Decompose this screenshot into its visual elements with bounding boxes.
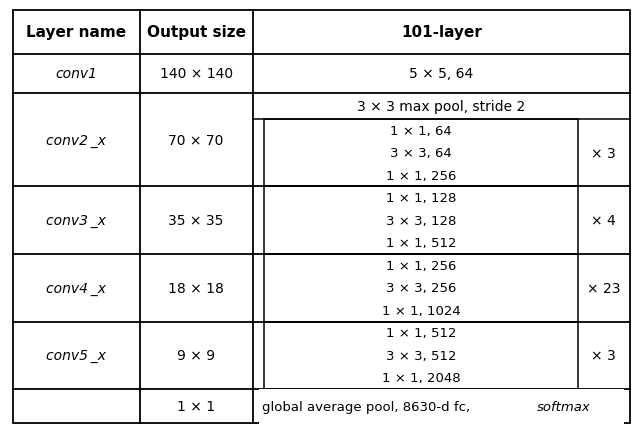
Text: 1 × 1, 512: 1 × 1, 512	[386, 237, 456, 250]
Text: 1 × 1, 256: 1 × 1, 256	[386, 169, 456, 182]
Text: 3 × 3 max pool, stride 2: 3 × 3 max pool, stride 2	[358, 100, 525, 114]
Text: 70 × 70: 70 × 70	[168, 133, 224, 148]
Bar	[264, 322, 578, 389]
Text: softmax: softmax	[536, 400, 590, 413]
Bar	[259, 389, 624, 424]
Text: 9 × 9: 9 × 9	[177, 349, 215, 362]
Text: 3 × 3, 64: 3 × 3, 64	[390, 147, 452, 160]
Text: 1 × 1: 1 × 1	[177, 399, 215, 413]
Text: 1 × 1, 128: 1 × 1, 128	[386, 192, 456, 205]
Text: 1 × 1, 64: 1 × 1, 64	[390, 125, 452, 138]
Text: 140 × 140: 140 × 140	[159, 67, 233, 81]
Text: Layer name: Layer name	[26, 25, 126, 40]
Text: 1 × 1, 1024: 1 × 1, 1024	[381, 304, 461, 317]
Text: conv1: conv1	[55, 67, 97, 81]
Text: 1 × 1, 2048: 1 × 1, 2048	[382, 372, 460, 385]
Text: 3 × 3, 128: 3 × 3, 128	[386, 214, 456, 227]
Bar	[264, 187, 578, 254]
Text: 35 × 35: 35 × 35	[168, 214, 224, 228]
Text: global average pool, 8630-d fc,: global average pool, 8630-d fc,	[262, 400, 475, 413]
Bar	[264, 254, 578, 322]
Text: 18 × 18: 18 × 18	[168, 281, 224, 295]
Text: 1 × 1, 512: 1 × 1, 512	[386, 326, 456, 339]
Bar	[264, 120, 578, 187]
Text: × 3: × 3	[591, 349, 616, 362]
Text: × 23: × 23	[587, 281, 620, 295]
Text: softmax: softmax	[536, 400, 590, 413]
Text: global average pool, 8630-d fc,: global average pool, 8630-d fc,	[262, 400, 475, 413]
Text: 101-layer: 101-layer	[401, 25, 482, 40]
Text: × 3: × 3	[591, 146, 616, 160]
Text: 3 × 3, 512: 3 × 3, 512	[386, 349, 456, 362]
Text: × 4: × 4	[591, 214, 616, 228]
Text: conv4 _x: conv4 _x	[46, 281, 106, 295]
Text: conv3 _x: conv3 _x	[46, 214, 106, 228]
Text: global average pool, 8630-d fc, softmax: global average pool, 8630-d fc, softmax	[262, 400, 529, 413]
Text: 3 × 3, 256: 3 × 3, 256	[386, 282, 456, 295]
Text: conv2 _x: conv2 _x	[46, 133, 106, 148]
Text: 1 × 1, 256: 1 × 1, 256	[386, 259, 456, 272]
Text: 5 × 5, 64: 5 × 5, 64	[410, 67, 474, 81]
Text: conv5 _x: conv5 _x	[46, 349, 106, 362]
Text: Output size: Output size	[147, 25, 246, 40]
